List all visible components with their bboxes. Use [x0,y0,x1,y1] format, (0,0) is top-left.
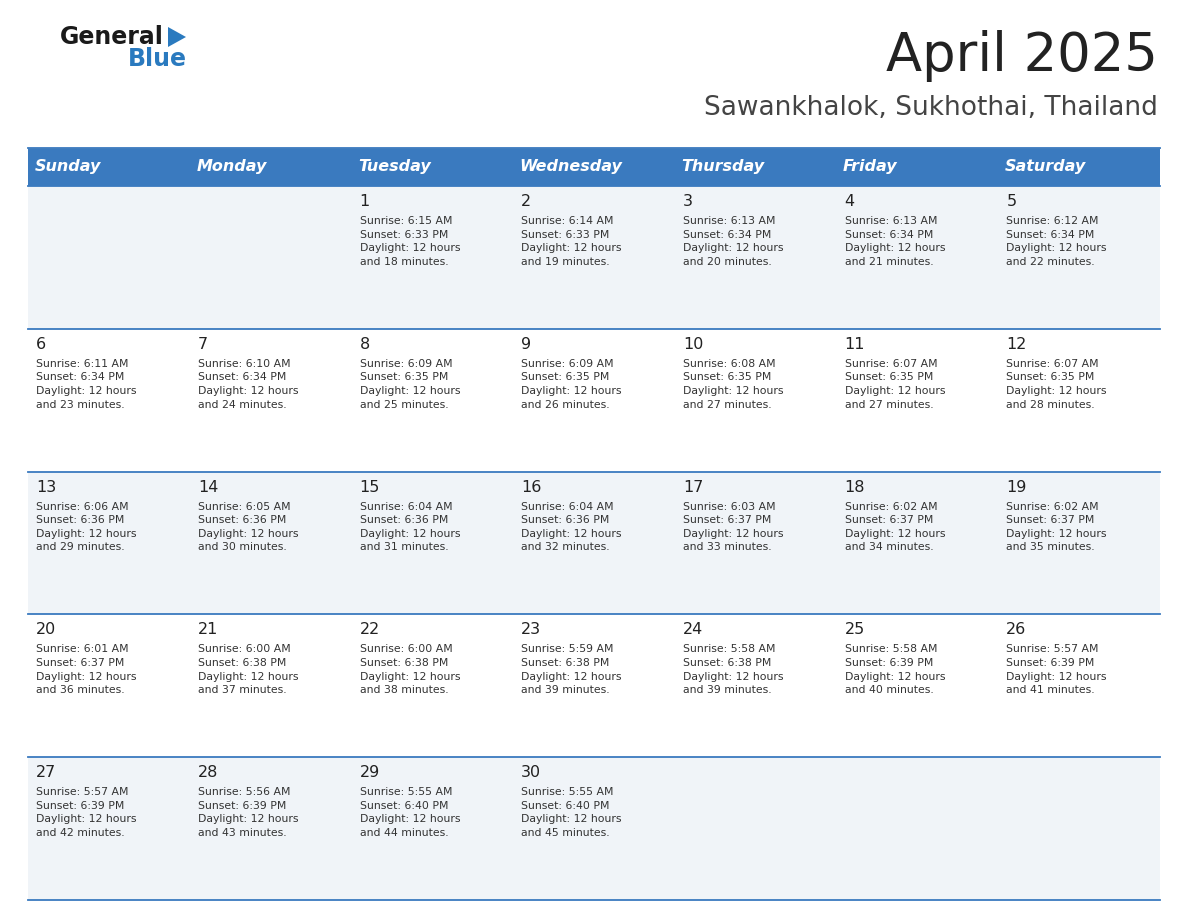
Text: Sunrise: 5:55 AM
Sunset: 6:40 PM
Daylight: 12 hours
and 44 minutes.: Sunrise: 5:55 AM Sunset: 6:40 PM Dayligh… [360,788,460,838]
Text: 5: 5 [1006,194,1017,209]
Bar [29,757,1159,900]
Text: 2: 2 [522,194,531,209]
Text: Wednesday: Wednesday [519,160,623,174]
Text: 22: 22 [360,622,380,637]
Bar [29,186,1159,329]
Text: Sunrise: 6:12 AM
Sunset: 6:34 PM
Daylight: 12 hours
and 22 minutes.: Sunrise: 6:12 AM Sunset: 6:34 PM Dayligh… [1006,216,1107,267]
Text: 24: 24 [683,622,703,637]
Text: Monday: Monday [196,160,266,174]
Text: 17: 17 [683,479,703,495]
Text: Sunrise: 6:13 AM
Sunset: 6:34 PM
Daylight: 12 hours
and 21 minutes.: Sunrise: 6:13 AM Sunset: 6:34 PM Dayligh… [845,216,946,267]
Text: Sunrise: 5:58 AM
Sunset: 6:38 PM
Daylight: 12 hours
and 39 minutes.: Sunrise: 5:58 AM Sunset: 6:38 PM Dayligh… [683,644,783,695]
Text: 23: 23 [522,622,542,637]
Text: 26: 26 [1006,622,1026,637]
Text: Sunrise: 6:04 AM
Sunset: 6:36 PM
Daylight: 12 hours
and 32 minutes.: Sunrise: 6:04 AM Sunset: 6:36 PM Dayligh… [522,501,621,553]
Text: 3: 3 [683,194,693,209]
Text: 21: 21 [197,622,219,637]
Text: 18: 18 [845,479,865,495]
Text: 11: 11 [845,337,865,352]
Text: 27: 27 [36,766,56,780]
Text: Sunrise: 6:07 AM
Sunset: 6:35 PM
Daylight: 12 hours
and 28 minutes.: Sunrise: 6:07 AM Sunset: 6:35 PM Dayligh… [1006,359,1107,409]
Text: 13: 13 [36,479,56,495]
Text: Sunrise: 5:57 AM
Sunset: 6:39 PM
Daylight: 12 hours
and 41 minutes.: Sunrise: 5:57 AM Sunset: 6:39 PM Dayligh… [1006,644,1107,695]
Text: Sunrise: 6:04 AM
Sunset: 6:36 PM
Daylight: 12 hours
and 31 minutes.: Sunrise: 6:04 AM Sunset: 6:36 PM Dayligh… [360,501,460,553]
Text: Tuesday: Tuesday [358,160,430,174]
Text: 20: 20 [36,622,56,637]
Text: Sunrise: 5:58 AM
Sunset: 6:39 PM
Daylight: 12 hours
and 40 minutes.: Sunrise: 5:58 AM Sunset: 6:39 PM Dayligh… [845,644,946,695]
Text: 4: 4 [845,194,855,209]
Bar [29,329,1159,472]
Text: Sawankhalok, Sukhothai, Thailand: Sawankhalok, Sukhothai, Thailand [704,95,1158,121]
Text: Sunrise: 5:55 AM
Sunset: 6:40 PM
Daylight: 12 hours
and 45 minutes.: Sunrise: 5:55 AM Sunset: 6:40 PM Dayligh… [522,788,621,838]
Text: 19: 19 [1006,479,1026,495]
Text: Sunrise: 6:09 AM
Sunset: 6:35 PM
Daylight: 12 hours
and 25 minutes.: Sunrise: 6:09 AM Sunset: 6:35 PM Dayligh… [360,359,460,409]
Text: 1: 1 [360,194,369,209]
Text: General: General [61,25,164,49]
Text: 28: 28 [197,766,219,780]
Text: 9: 9 [522,337,531,352]
Text: Blue: Blue [128,47,187,71]
Text: Sunrise: 6:13 AM
Sunset: 6:34 PM
Daylight: 12 hours
and 20 minutes.: Sunrise: 6:13 AM Sunset: 6:34 PM Dayligh… [683,216,783,267]
Text: Sunrise: 6:00 AM
Sunset: 6:38 PM
Daylight: 12 hours
and 37 minutes.: Sunrise: 6:00 AM Sunset: 6:38 PM Dayligh… [197,644,298,695]
Text: Sunrise: 5:59 AM
Sunset: 6:38 PM
Daylight: 12 hours
and 39 minutes.: Sunrise: 5:59 AM Sunset: 6:38 PM Dayligh… [522,644,621,695]
Text: 15: 15 [360,479,380,495]
Text: Sunrise: 6:09 AM
Sunset: 6:35 PM
Daylight: 12 hours
and 26 minutes.: Sunrise: 6:09 AM Sunset: 6:35 PM Dayligh… [522,359,621,409]
Text: Sunrise: 6:05 AM
Sunset: 6:36 PM
Daylight: 12 hours
and 30 minutes.: Sunrise: 6:05 AM Sunset: 6:36 PM Dayligh… [197,501,298,553]
Text: Sunrise: 6:06 AM
Sunset: 6:36 PM
Daylight: 12 hours
and 29 minutes.: Sunrise: 6:06 AM Sunset: 6:36 PM Dayligh… [36,501,137,553]
Text: Sunrise: 5:56 AM
Sunset: 6:39 PM
Daylight: 12 hours
and 43 minutes.: Sunrise: 5:56 AM Sunset: 6:39 PM Dayligh… [197,788,298,838]
Text: 7: 7 [197,337,208,352]
Text: 10: 10 [683,337,703,352]
Text: 6: 6 [36,337,46,352]
Text: Saturday: Saturday [1005,160,1086,174]
Text: April 2025: April 2025 [886,30,1158,82]
Text: Sunrise: 6:02 AM
Sunset: 6:37 PM
Daylight: 12 hours
and 35 minutes.: Sunrise: 6:02 AM Sunset: 6:37 PM Dayligh… [1006,501,1107,553]
Text: Sunrise: 6:14 AM
Sunset: 6:33 PM
Daylight: 12 hours
and 19 minutes.: Sunrise: 6:14 AM Sunset: 6:33 PM Dayligh… [522,216,621,267]
Text: Sunrise: 6:00 AM
Sunset: 6:38 PM
Daylight: 12 hours
and 38 minutes.: Sunrise: 6:00 AM Sunset: 6:38 PM Dayligh… [360,644,460,695]
Text: Sunrise: 6:10 AM
Sunset: 6:34 PM
Daylight: 12 hours
and 24 minutes.: Sunrise: 6:10 AM Sunset: 6:34 PM Dayligh… [197,359,298,409]
Text: Sunrise: 6:11 AM
Sunset: 6:34 PM
Daylight: 12 hours
and 23 minutes.: Sunrise: 6:11 AM Sunset: 6:34 PM Dayligh… [36,359,137,409]
Text: 14: 14 [197,479,219,495]
Bar [29,148,1159,186]
Text: 30: 30 [522,766,542,780]
Text: Thursday: Thursday [682,160,764,174]
Text: 8: 8 [360,337,369,352]
Text: Friday: Friday [843,160,898,174]
Bar [29,472,1159,614]
Text: Sunrise: 6:15 AM
Sunset: 6:33 PM
Daylight: 12 hours
and 18 minutes.: Sunrise: 6:15 AM Sunset: 6:33 PM Dayligh… [360,216,460,267]
Text: 25: 25 [845,622,865,637]
Text: Sunrise: 6:08 AM
Sunset: 6:35 PM
Daylight: 12 hours
and 27 minutes.: Sunrise: 6:08 AM Sunset: 6:35 PM Dayligh… [683,359,783,409]
Text: 16: 16 [522,479,542,495]
Polygon shape [168,27,187,47]
Text: 12: 12 [1006,337,1026,352]
Bar [29,614,1159,757]
Text: Sunday: Sunday [34,160,101,174]
Text: Sunrise: 5:57 AM
Sunset: 6:39 PM
Daylight: 12 hours
and 42 minutes.: Sunrise: 5:57 AM Sunset: 6:39 PM Dayligh… [36,788,137,838]
Text: 29: 29 [360,766,380,780]
Text: Sunrise: 6:01 AM
Sunset: 6:37 PM
Daylight: 12 hours
and 36 minutes.: Sunrise: 6:01 AM Sunset: 6:37 PM Dayligh… [36,644,137,695]
Text: Sunrise: 6:07 AM
Sunset: 6:35 PM
Daylight: 12 hours
and 27 minutes.: Sunrise: 6:07 AM Sunset: 6:35 PM Dayligh… [845,359,946,409]
Text: Sunrise: 6:02 AM
Sunset: 6:37 PM
Daylight: 12 hours
and 34 minutes.: Sunrise: 6:02 AM Sunset: 6:37 PM Dayligh… [845,501,946,553]
Text: Sunrise: 6:03 AM
Sunset: 6:37 PM
Daylight: 12 hours
and 33 minutes.: Sunrise: 6:03 AM Sunset: 6:37 PM Dayligh… [683,501,783,553]
